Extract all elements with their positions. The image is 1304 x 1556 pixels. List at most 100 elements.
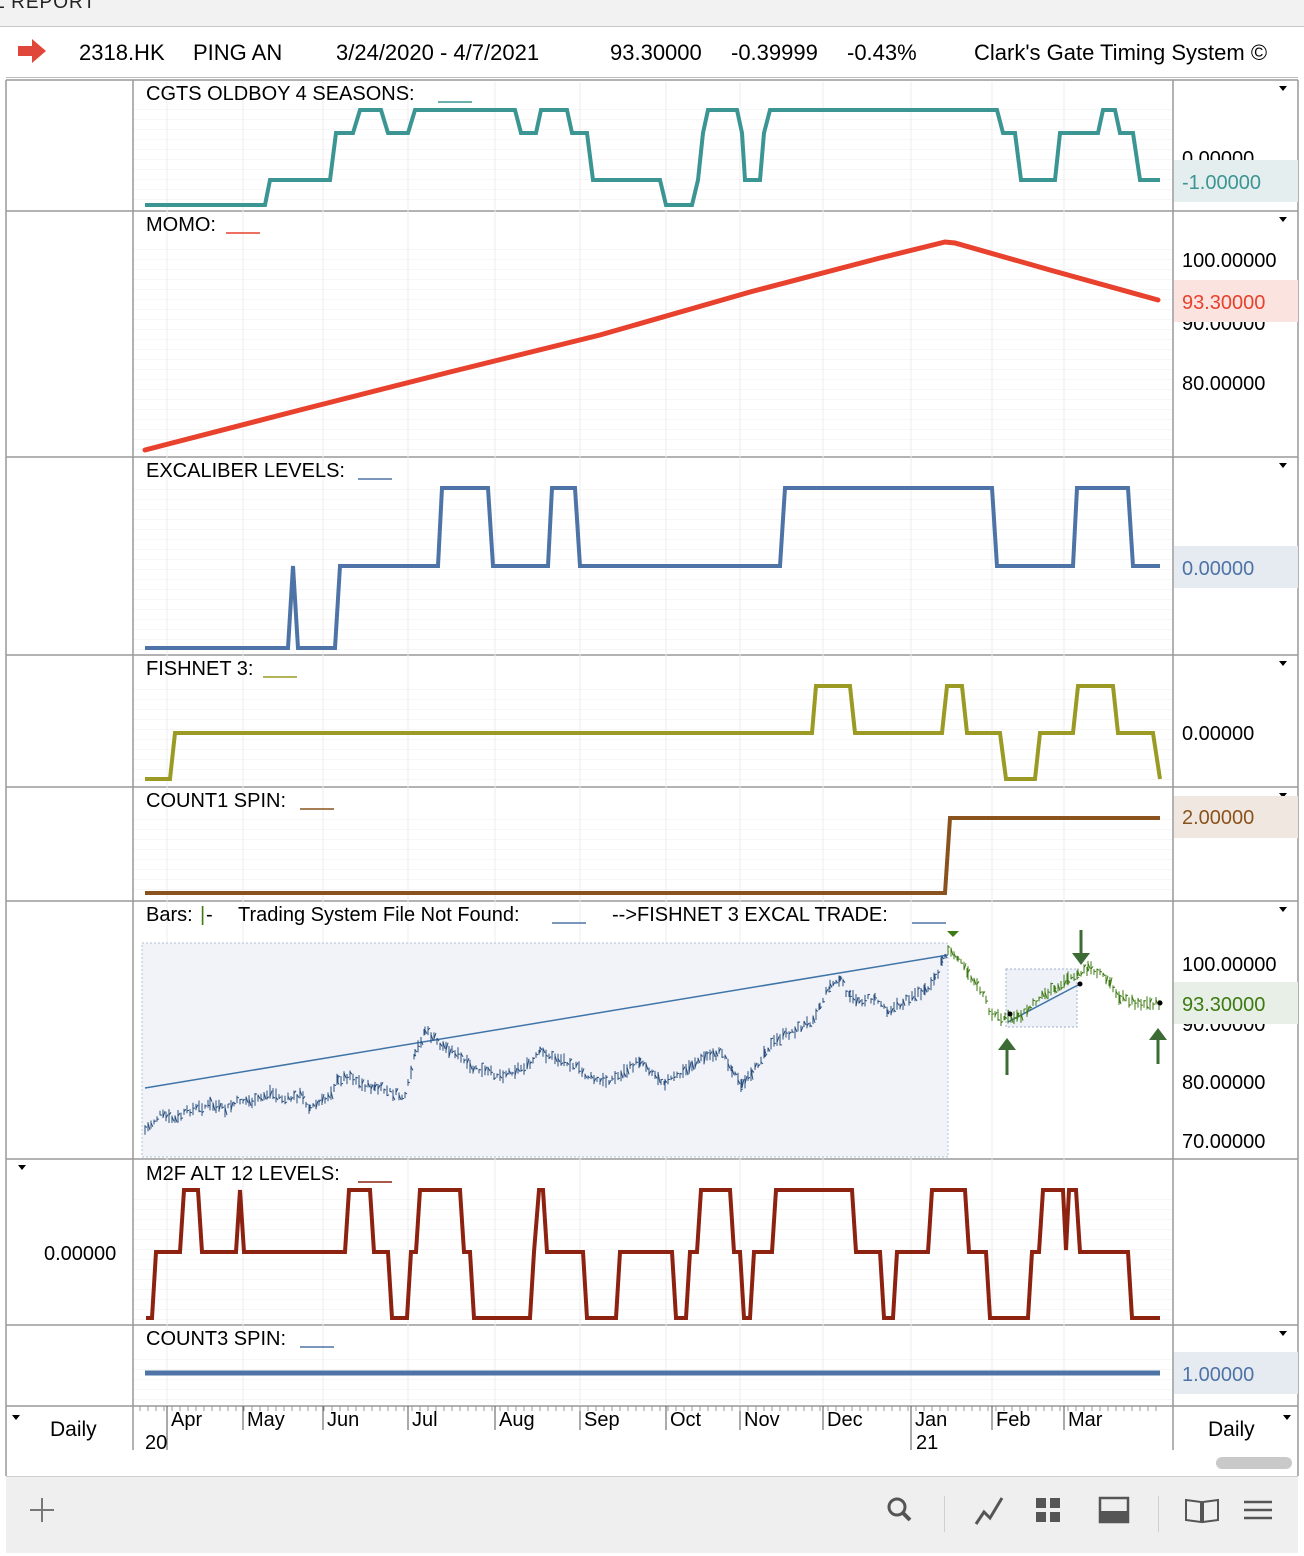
book-icon[interactable] [1180,1488,1224,1532]
price-bar-tick [505,1072,509,1077]
x-tick-label: Nov [744,1409,780,1431]
panel-fishnet[interactable]: FISHNET 3: 0.00000 [145,658,1254,781]
price-bar-tick [430,1034,434,1041]
value-tag-bars-text: 93.30000 [1182,994,1265,1016]
panel-count1[interactable]: COUNT1 SPIN: 2.00000 [145,790,1298,895]
price-bar-tick [1070,976,1074,980]
price-bar-tick [451,1050,455,1053]
sell-arrow-icon [1072,930,1090,965]
panel-label-bars-trade: -->FISHNET 3 EXCAL TRADE: [612,904,888,926]
y-axis-label: 70.00000 [1182,1131,1265,1153]
price-bar-tick [445,1042,449,1051]
search-icon[interactable] [878,1488,922,1532]
price-bar-tick [1038,996,1042,999]
price-bar-tick [794,1027,798,1033]
x-tick-label: Jul [412,1409,438,1431]
chart-area[interactable]: CGTS OLDBOY 4 SEASONS: 0.00000 -1.00000 … [0,0,1304,1476]
panel-m2f[interactable]: M2F ALT 12 LEVELS: 0.00000 [44,1163,1160,1320]
price-bar-tick [336,1080,340,1085]
price-bar-tick [676,1072,680,1075]
price-bar-tick [896,1001,900,1006]
price-bar-tick [395,1088,399,1093]
price-bar-tick [887,1010,891,1014]
price-bar-tick [970,976,974,982]
panel-menu-icon[interactable] [1279,907,1287,912]
price-bar-tick [737,1079,741,1085]
y-axis-label: 100.00000 [1182,250,1277,272]
value-tag-cgts [1174,160,1298,202]
price-bar-tick [724,1054,728,1060]
value-tag-cgts-text: -1.00000 [1182,172,1261,194]
price-bar-tick [383,1088,387,1091]
price-bar-tick [312,1103,316,1107]
trend-line [144,954,949,1089]
value-tag-excaliber-text: 0.00000 [1182,558,1254,580]
panel-menu-icon[interactable] [1279,793,1287,798]
price-bar-tick [770,1037,774,1040]
price-bar-tick [1067,979,1071,984]
price-bar-tick [442,1041,446,1049]
cgts-line [145,108,1160,207]
panel-momo[interactable]: MOMO: 100.00000 90.00000 80.00000 93.300… [142,214,1298,453]
panel-menu-icon[interactable] [1279,86,1287,91]
price-bar-tick [287,1095,291,1101]
price-bar-tick [741,1078,745,1088]
panel-menu-icon[interactable] [1279,217,1287,222]
price-bar-tick [870,998,874,1000]
y-axis-label: 0.00000 [1182,723,1254,745]
symbol-label: 2318.HK [79,40,165,65]
panel-label-fishnet: FISHNET 3: [146,658,253,680]
draw-line-icon[interactable] [968,1488,1012,1532]
price-bar-tick [979,991,983,994]
period-selector-left[interactable]: Daily [50,1418,97,1441]
price-bar-tick [874,997,878,999]
period-menu-icon[interactable] [12,1415,20,1420]
price-bar-tick [1119,995,1123,997]
panel-excaliber[interactable]: EXCALIBER LEVELS: 0.00000 [145,460,1298,650]
price-bar-tick [1060,986,1064,990]
price-bar-tick [1112,986,1116,989]
panel-layout-icon[interactable] [1092,1488,1136,1532]
period-selector-right[interactable]: Daily [1208,1418,1255,1441]
price-bar-tick [266,1096,270,1099]
price-bar-tick [551,1050,555,1053]
price-bar-tick [575,1062,579,1067]
price-bar-tick [572,1067,576,1070]
panel-menu-icon[interactable] [18,1165,26,1170]
price-bar-tick [982,991,986,995]
price-bar-tick [436,1037,440,1042]
price-bar-tick [880,1004,884,1007]
price-bar-tick [1096,968,1100,971]
arrow-right-icon[interactable] [18,39,46,63]
price-bar-tick [517,1068,521,1072]
price-bar-tick [654,1074,658,1079]
price-bar-tick [832,981,836,986]
grid-layout-icon[interactable] [1026,1488,1070,1532]
price-bar-tick [914,997,918,1002]
value-tag-count1 [1174,796,1298,838]
price-bar-tick [508,1069,512,1075]
panel-menu-icon[interactable] [1279,1331,1287,1336]
price-bar-tick [153,1120,157,1123]
panel-count3[interactable]: COUNT3 SPIN: 1.00000 [145,1328,1298,1394]
menu-icon[interactable] [1236,1488,1280,1532]
price-bar-tick [218,1102,222,1111]
panel-bars[interactable]: Bars: | - Trading System File Not Found:… [141,904,1298,1158]
price-bar-tick [788,1031,792,1035]
period-menu-icon[interactable] [1283,1415,1291,1420]
panel-cgts[interactable]: CGTS OLDBOY 4 SEASONS: 0.00000 -1.00000 [145,83,1298,207]
price-bar-tick [398,1094,402,1101]
price-bars-green [947,945,1162,1026]
panel-menu-icon[interactable] [1279,463,1287,468]
fishnet-line [145,684,1162,781]
price-bar-tick [1125,994,1129,997]
signal-marker-icon [947,931,959,937]
horizontal-scrollbar[interactable] [1216,1457,1292,1469]
price-bar-tick [855,997,859,1007]
price-bar-tick [466,1058,470,1064]
price-bar-tick [183,1108,187,1112]
price-bar-tick [776,1036,780,1043]
add-icon[interactable] [20,1488,64,1532]
panel-menu-icon[interactable] [1279,661,1287,666]
price-bar-tick [819,1006,823,1008]
